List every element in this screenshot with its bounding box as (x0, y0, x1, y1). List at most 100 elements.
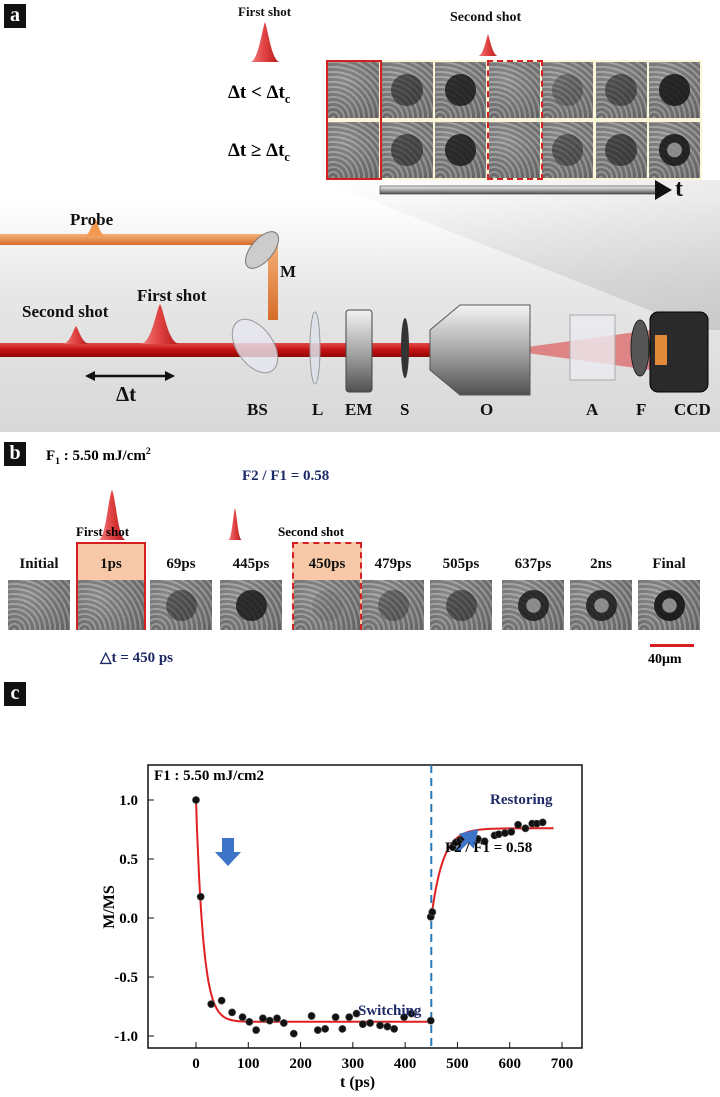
chart-ratio-label: F2 / F1 = 0.58 (445, 840, 533, 856)
time-axis-label: t (675, 176, 683, 202)
beam-first-shot-pulse-icon (140, 304, 180, 344)
x-axis-label: t (ps) (340, 1074, 376, 1091)
data-point (494, 830, 503, 839)
pump-beam (0, 343, 440, 357)
microscopy-frame (435, 62, 486, 118)
data-point (265, 1016, 274, 1025)
panel-label-b: b (4, 442, 26, 466)
microscopy-frame (595, 62, 647, 118)
x-tick-label: 100 (237, 1056, 260, 1072)
y-tick-label: -1.0 (114, 1029, 138, 1045)
panel-label-a: a (4, 4, 26, 28)
row2-text: Δt ≥ Δt (228, 140, 285, 161)
data-point (279, 1019, 288, 1027)
microscopy-frame (150, 580, 212, 630)
panel-label-c: c (4, 682, 26, 706)
fit-curve (195, 799, 432, 1023)
y-tick-label: -0.5 (114, 970, 138, 986)
component-label: BS (247, 400, 268, 419)
frame-time-label: 450ps (308, 556, 346, 572)
ratio-label: F2 / F1 = 0.58 (242, 468, 330, 484)
microscopy-frame (595, 122, 647, 178)
x-tick-label: 400 (394, 1056, 417, 1072)
shot-highlight-frame (326, 60, 382, 180)
mirror-label: M (280, 262, 297, 281)
fluence-label: F1 : 5.50 mJ/cm2 (46, 446, 151, 467)
data-point (217, 996, 226, 1005)
plot-frame (147, 764, 583, 1049)
scale-bar (650, 644, 694, 647)
frame-time-label: 637ps (514, 556, 552, 572)
beam-splitter-icon (231, 318, 279, 374)
microscopy-frame (381, 62, 433, 118)
row1-text: Δt < Δt (228, 82, 285, 103)
data-point (376, 1021, 384, 1030)
restoring-label: Restoring (490, 792, 553, 808)
component-label: F (636, 400, 647, 419)
microscopy-frame (649, 122, 700, 178)
sample-icon (401, 318, 409, 378)
data-point (259, 1014, 267, 1023)
frame-time-label: Final (652, 556, 686, 572)
x-tick-label: 300 (342, 1056, 365, 1072)
frame-time-label: 505ps (442, 556, 480, 572)
data-point (273, 1014, 281, 1023)
component-label: EM (345, 400, 373, 419)
data-point (480, 837, 489, 846)
microscopy-frame (542, 62, 593, 118)
row2-sub: c (284, 149, 290, 164)
first-shot-pulse-icon (98, 490, 126, 540)
frame-time-label: 445ps (232, 556, 270, 572)
beam-second-shot-pulse-icon (62, 326, 90, 344)
microscopy-frame (570, 580, 632, 630)
second-shot-label: Second shot (278, 524, 345, 539)
x-tick-label: 200 (289, 1056, 312, 1072)
data-point (252, 1026, 261, 1034)
x-tick-label: 500 (446, 1056, 469, 1072)
image-strip-a (326, 60, 702, 180)
second-shot-pulse-icon (478, 34, 498, 56)
data-point (238, 1013, 247, 1022)
y-tick-label: 1.0 (119, 793, 138, 809)
data-point (538, 818, 547, 827)
data-point (383, 1022, 392, 1031)
microscopy-frame (638, 580, 700, 630)
data-point (345, 1013, 354, 1022)
data-point (321, 1025, 330, 1033)
component-label: CCD (674, 400, 711, 419)
component-label: S (400, 400, 410, 419)
second-shot-pulse-icon (228, 508, 242, 540)
fluence-value: : 5.50 mJ/cm (60, 448, 146, 464)
data-point (192, 796, 200, 804)
data-point (338, 1025, 347, 1033)
data-point (331, 1013, 340, 1022)
data-point (407, 1009, 416, 1018)
microscopy-frame (430, 580, 492, 630)
probe-beam (0, 234, 278, 245)
row-label-dt-geq: Δt ≥ Δtc (228, 140, 290, 165)
beam-second-shot-label: Second shot (22, 302, 109, 321)
data-point (245, 1017, 254, 1026)
data-point (307, 1012, 316, 1020)
scale-bar-label: 40μm (648, 652, 682, 667)
delay-label: Δt (116, 382, 137, 406)
data-point (400, 1013, 408, 1022)
microscopy-frame (328, 62, 379, 118)
microscopy-frame (362, 580, 424, 630)
second-shot-label: Second shot (450, 10, 522, 25)
y-axis-label: M/MS (100, 885, 118, 929)
chart-fluence-label: F1 : 5.50 mJ/cm2 (154, 768, 264, 784)
microscopy-frame (381, 122, 433, 178)
data-point (289, 1029, 298, 1038)
data-point (521, 824, 530, 833)
panel-a: a First shot Second shot (0, 0, 720, 432)
filter-icon (630, 319, 650, 377)
x-tick-label: 0 (192, 1056, 200, 1072)
fluence-sup: 2 (145, 446, 151, 457)
data-point (196, 892, 205, 901)
delay-label: △t = 450 ps (100, 650, 174, 666)
objective-icon (429, 304, 531, 396)
microscopy-frame (649, 62, 700, 118)
data-point (501, 829, 509, 837)
